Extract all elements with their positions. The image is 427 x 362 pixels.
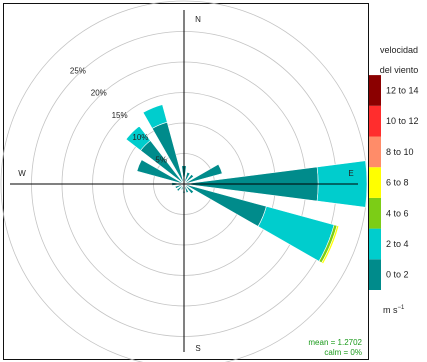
legend-label-4: 8 to 10: [386, 147, 414, 157]
legend-swatch-4: [369, 137, 381, 168]
legend-label-2: 4 to 6: [386, 208, 409, 218]
calm-label: calm = 0%: [324, 348, 362, 357]
legend-label-6: 12 to 14: [386, 85, 419, 95]
legend-label-0: 0 to 2: [386, 270, 409, 280]
compass-label-e: E: [348, 169, 353, 178]
legend-title-line1: velocidad: [380, 45, 418, 55]
legend-label-5: 10 to 12: [386, 116, 419, 126]
ring-label-3: 15%: [112, 111, 128, 120]
ring-label-4: 20%: [91, 89, 107, 98]
ring-label-2: 10%: [132, 133, 148, 142]
legend-swatch-6: [369, 75, 381, 106]
legend-swatch-1: [369, 229, 381, 260]
mean-label: mean = 1.2702: [308, 338, 362, 347]
legend-units-exponent: −1: [398, 305, 406, 311]
legend-swatch-2: [369, 198, 381, 229]
legend-swatch-0: [369, 259, 381, 290]
ring-label-1: 5%: [155, 156, 167, 165]
legend-title-line2: del viento: [380, 65, 419, 75]
compass-label-w: W: [18, 169, 26, 178]
legend-swatch-3: [369, 167, 381, 198]
legend-units-base: m s: [383, 305, 398, 315]
legend-label-3: 6 to 8: [386, 178, 409, 188]
compass-label-s: S: [195, 344, 200, 353]
legend-label-1: 2 to 4: [386, 239, 409, 249]
legend-swatch-5: [369, 106, 381, 137]
compass-label-n: N: [195, 15, 201, 24]
ring-label-5: 25%: [70, 66, 86, 75]
